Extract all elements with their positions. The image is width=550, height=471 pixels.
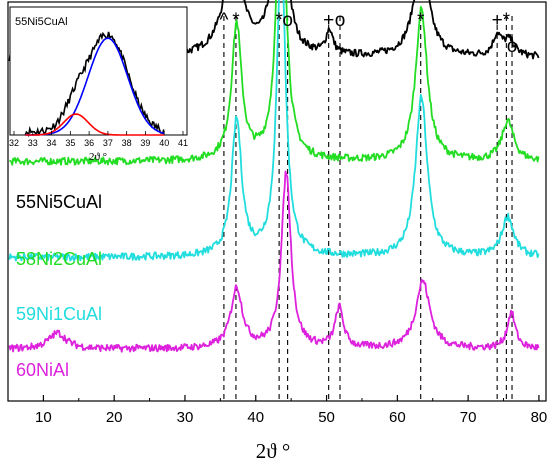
x-tick-label: 50 bbox=[318, 409, 335, 426]
inset-fit-line bbox=[25, 113, 165, 136]
main-plot-frame bbox=[7, 1, 547, 402]
x-tick-label: 30 bbox=[177, 409, 194, 426]
phase-marker-lines bbox=[223, 16, 513, 401]
x-tick-label: 70 bbox=[460, 409, 477, 426]
x-tick-label: 20 bbox=[106, 409, 123, 426]
phase-marker-labels: ^ * * o + o * + *o bbox=[219, 10, 517, 57]
phase-marker-label: o bbox=[507, 36, 518, 57]
series-label: 55Ni5CuAl bbox=[16, 192, 102, 212]
inset-x-tick-label: 40 bbox=[159, 138, 169, 148]
phase-marker-label: o bbox=[282, 10, 293, 31]
x-tick-label: 60 bbox=[389, 409, 406, 426]
series-line bbox=[9, 0, 540, 166]
phase-marker-label: * bbox=[232, 10, 240, 31]
phase-marker-label: + bbox=[492, 10, 503, 31]
phase-marker-label: ^ bbox=[219, 10, 228, 31]
x-tick-label: 80 bbox=[531, 409, 548, 426]
inset-chart: 55Ni5CuAl 32 33 34 35 36 37 38 39 40 41 2ϑ ° bbox=[9, 6, 188, 163]
inset-x-tick-label: 39 bbox=[140, 138, 150, 148]
inset-x-axis-label: 2ϑ ° bbox=[89, 151, 107, 163]
x-axis-label: 2ϑ ° bbox=[256, 439, 291, 463]
series-label: 60NiAl bbox=[16, 360, 69, 380]
inset-x-tick-label: 33 bbox=[28, 138, 38, 148]
series-line bbox=[8, 170, 540, 353]
x-tick-label: 10 bbox=[35, 409, 52, 426]
inset-x-tick-label: 32 bbox=[9, 138, 19, 148]
x-tick-label: 40 bbox=[247, 409, 264, 426]
series-label: 59Ni1CuAl bbox=[16, 304, 102, 324]
x-axis-ticks: 10 20 30 40 50 60 70 80 bbox=[7, 395, 548, 426]
inset-x-tick-label: 34 bbox=[47, 138, 57, 148]
series-line bbox=[8, 0, 540, 262]
inset-curves bbox=[24, 31, 165, 138]
inset-x-tick-label: 36 bbox=[84, 138, 94, 148]
inset-data-line bbox=[24, 31, 165, 138]
phase-marker-label: + bbox=[323, 10, 334, 31]
inset-x-tick-label: 41 bbox=[178, 138, 188, 148]
inset-x-ticks: 32 33 34 35 36 37 38 39 40 41 bbox=[9, 131, 188, 148]
phase-marker-label: o bbox=[335, 10, 346, 31]
inset-title: 55Ni5CuAl bbox=[15, 16, 68, 28]
inset-x-tick-label: 38 bbox=[122, 138, 132, 148]
phase-marker-label: * bbox=[417, 10, 425, 31]
inset-x-tick-label: 35 bbox=[65, 138, 75, 148]
series-labels: 55Ni5CuAl 58Ni2CuAl 59Ni1CuAl 60NiAl bbox=[16, 192, 102, 380]
diffraction-patterns bbox=[8, 0, 540, 353]
phase-marker-label: * bbox=[275, 10, 283, 31]
series-label: 58Ni2CuAl bbox=[16, 249, 102, 269]
phase-marker-label: * bbox=[503, 10, 511, 31]
inset-background bbox=[9, 6, 188, 136]
inset-x-tick-label: 37 bbox=[103, 138, 113, 148]
